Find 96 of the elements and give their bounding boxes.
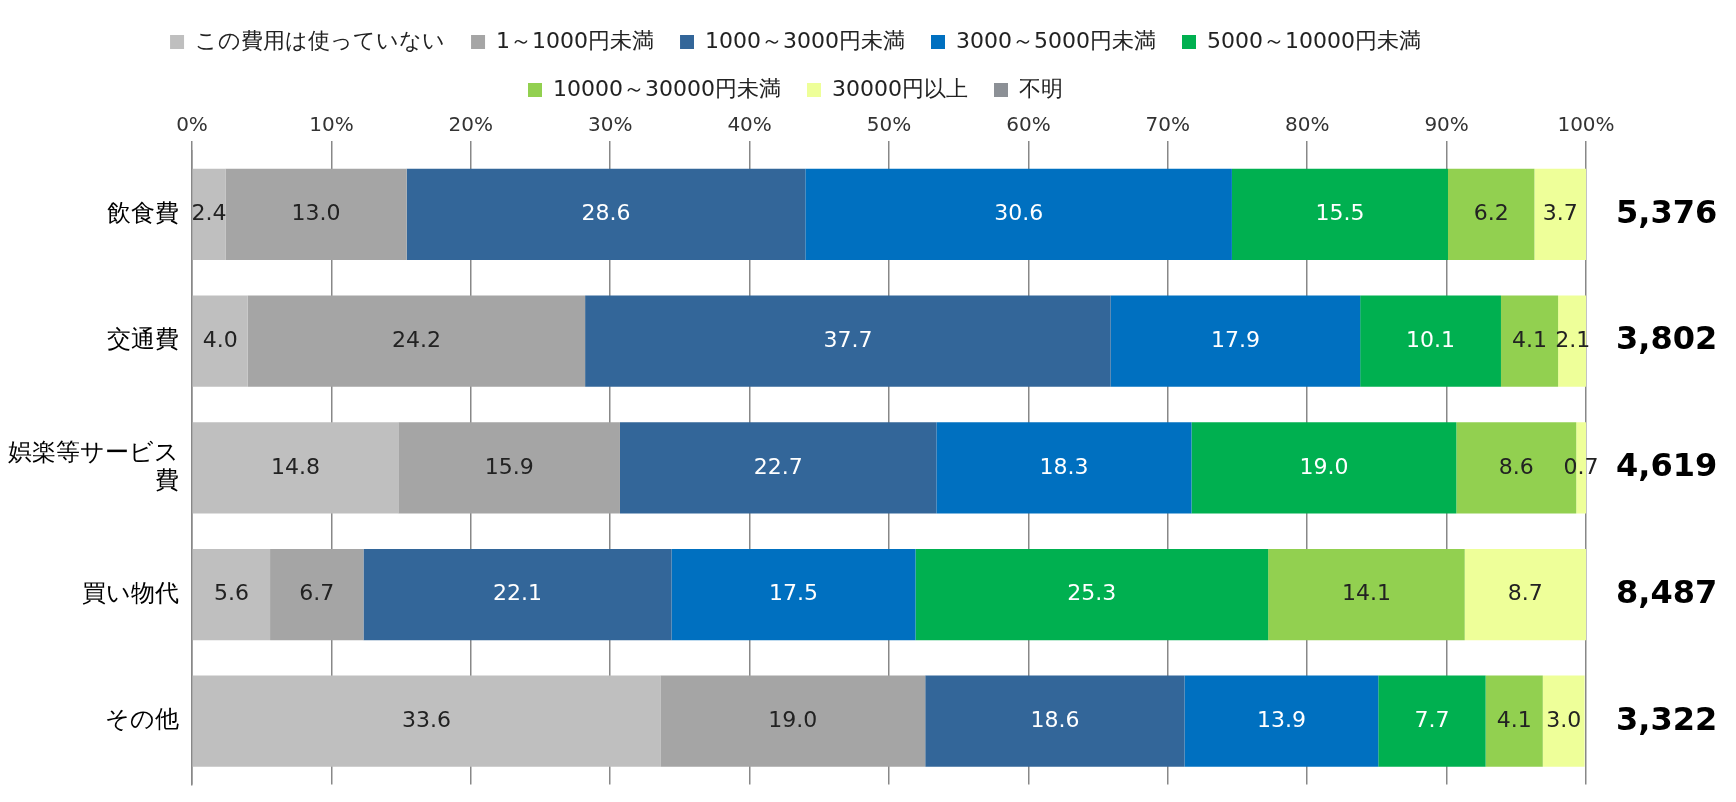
data-label: 2.4 xyxy=(191,200,227,226)
bar xyxy=(1378,675,1486,767)
data-label: 15.9 xyxy=(484,453,534,479)
data-label: 8.6 xyxy=(1498,453,1534,479)
data-label: 4.1 xyxy=(1512,326,1548,352)
bar xyxy=(192,675,661,767)
data-label: 13.9 xyxy=(1256,706,1306,732)
legend-label: 30000円以上 xyxy=(831,75,968,101)
data-label: 17.5 xyxy=(769,580,818,606)
data-label: 3.7 xyxy=(1542,200,1578,226)
bar xyxy=(270,548,364,641)
bar xyxy=(1485,675,1543,767)
bar xyxy=(1191,422,1457,514)
bar xyxy=(915,548,1269,641)
data-label: 19.0 xyxy=(768,706,818,732)
bar xyxy=(225,168,407,260)
bar xyxy=(619,422,937,514)
data-label: 10.1 xyxy=(1406,326,1456,352)
x-tick-label: 40% xyxy=(727,112,772,137)
data-label: 8.7 xyxy=(1507,580,1543,606)
data-label: 30.6 xyxy=(994,200,1044,226)
bar xyxy=(398,422,620,514)
data-label: 14.8 xyxy=(271,453,321,479)
text: 5,376 xyxy=(1616,192,1718,231)
bar xyxy=(192,548,271,641)
legend-label: 5000～10000円未満 xyxy=(1206,27,1421,53)
bar xyxy=(925,675,1185,767)
data-label: 18.3 xyxy=(1039,453,1089,479)
bar xyxy=(1231,168,1448,260)
bar xyxy=(1268,548,1465,641)
y-tick-label: 買い物代 xyxy=(82,578,179,607)
x-tick-label: 60% xyxy=(1006,112,1051,137)
data-label: 22.7 xyxy=(753,453,803,479)
x-tick-label: 20% xyxy=(448,112,494,137)
bar xyxy=(192,168,226,260)
x-tick-label: 10% xyxy=(309,112,354,137)
data-label: 37.7 xyxy=(823,326,873,352)
bar xyxy=(936,422,1192,514)
x-tick-label: 80% xyxy=(1284,112,1330,137)
legend-label: 10000～30000円未満 xyxy=(553,75,782,101)
y-tick-label: 飲食費 xyxy=(107,198,179,227)
data-label: 5.6 xyxy=(213,580,249,606)
data-label: 3.0 xyxy=(1546,706,1582,732)
x-tick-label: 50% xyxy=(866,112,912,137)
bar xyxy=(1447,168,1535,260)
text: 8,487 xyxy=(1616,572,1718,611)
legend-label: この費用は使っていない xyxy=(195,27,446,53)
text: 4,619 xyxy=(1616,446,1718,485)
bar xyxy=(1360,295,1501,387)
data-label: 14.1 xyxy=(1341,580,1391,606)
x-tick-label: 70% xyxy=(1145,112,1191,137)
data-label: 25.3 xyxy=(1067,580,1117,606)
legend-label: 不明 xyxy=(1018,75,1063,101)
data-label: 24.2 xyxy=(391,326,441,352)
data-label: 2.1 xyxy=(1555,326,1591,352)
data-label: 22.1 xyxy=(493,580,542,606)
bar xyxy=(660,675,926,767)
data-label: 7.7 xyxy=(1414,706,1450,732)
bar xyxy=(1184,675,1379,767)
bar xyxy=(363,548,672,641)
legend-label: 3000～5000円未満 xyxy=(956,27,1156,53)
bar xyxy=(1534,168,1586,260)
bar xyxy=(192,295,248,387)
data-label: 18.6 xyxy=(1030,706,1080,732)
bar xyxy=(1542,675,1585,767)
legend-label: 1～1000円未満 xyxy=(496,27,655,53)
bar xyxy=(671,548,916,641)
bar xyxy=(1500,295,1559,387)
data-label: 17.9 xyxy=(1210,326,1260,352)
x-tick-label: 100% xyxy=(1557,112,1615,137)
data-label: 6.2 xyxy=(1473,200,1509,226)
data-label: 4.0 xyxy=(202,326,238,352)
x-tick-label: 90% xyxy=(1424,112,1469,137)
data-label: 33.6 xyxy=(402,706,452,732)
bar xyxy=(805,168,1232,260)
bar xyxy=(1110,295,1361,387)
data-label: 6.7 xyxy=(299,580,335,606)
text: 3,802 xyxy=(1616,319,1718,358)
y-tick-label: 交通費 xyxy=(107,325,179,354)
bar xyxy=(406,168,806,260)
data-label: 19.0 xyxy=(1299,453,1349,479)
text: 3,322 xyxy=(1616,699,1718,738)
data-label: 28.6 xyxy=(581,200,631,226)
y-tick-label: その他 xyxy=(105,705,179,734)
data-label: 13.0 xyxy=(291,200,341,226)
x-tick-label: 30% xyxy=(587,112,633,137)
bar xyxy=(585,295,1111,387)
bar xyxy=(192,422,399,514)
legend-label: 1000～3000円未満 xyxy=(705,27,906,53)
y-tick-label: 娯楽等サービス費 xyxy=(8,437,179,495)
data-label: 0.7 xyxy=(1563,453,1599,479)
data-label: 15.5 xyxy=(1315,200,1365,226)
bar xyxy=(247,295,586,387)
bar xyxy=(1464,548,1586,641)
data-label: 4.1 xyxy=(1496,706,1532,732)
x-tick-label: 0% xyxy=(176,112,208,137)
